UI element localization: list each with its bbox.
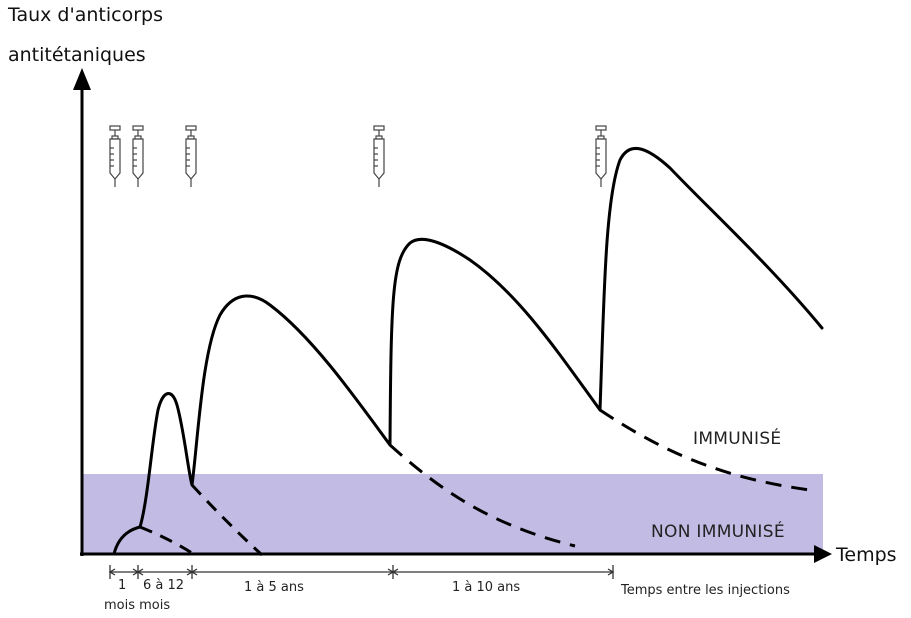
syringe-icon — [132, 125, 144, 187]
non-immune-zone — [82, 474, 823, 554]
syringe-icon — [185, 125, 197, 187]
syringe-icon — [109, 125, 121, 187]
interval-units: mois mois — [104, 598, 171, 613]
antibody-curve — [112, 147, 824, 556]
interval-arrow-1 — [108, 568, 140, 576]
interval-label-1: 1 — [118, 578, 127, 593]
syringe-icon — [595, 125, 607, 187]
x-axis-label: Temps — [836, 544, 897, 566]
non-immune-zone-label: NON IMMUNISÉ — [651, 522, 785, 542]
immune-zone-label: IMMUNISÉ — [693, 429, 782, 449]
interval-label-2: 6 à 12 — [143, 578, 185, 593]
x-axis-arrow — [814, 545, 832, 563]
syringe-icon — [373, 125, 385, 187]
decay-dashed-1 — [139, 525, 196, 557]
decay-dashed-4 — [599, 408, 811, 492]
interval-arrow-4 — [391, 568, 615, 576]
interval-arrow-2 — [136, 568, 194, 576]
decay-dashed-3 — [388, 443, 576, 548]
interval-label-4: 1 à 10 ans — [452, 580, 521, 595]
interval-label-3: 1 à 5 ans — [244, 580, 304, 595]
decay-dashed-2 — [190, 483, 264, 557]
y-axis-arrow — [73, 68, 91, 90]
y-axis-label-line-2: antitétaniques — [8, 44, 146, 66]
y-axis-label-line-1: Taux d'anticorps — [8, 4, 163, 26]
x-caption: Temps entre les injections — [621, 583, 790, 598]
interval-arrow-3 — [190, 568, 395, 576]
